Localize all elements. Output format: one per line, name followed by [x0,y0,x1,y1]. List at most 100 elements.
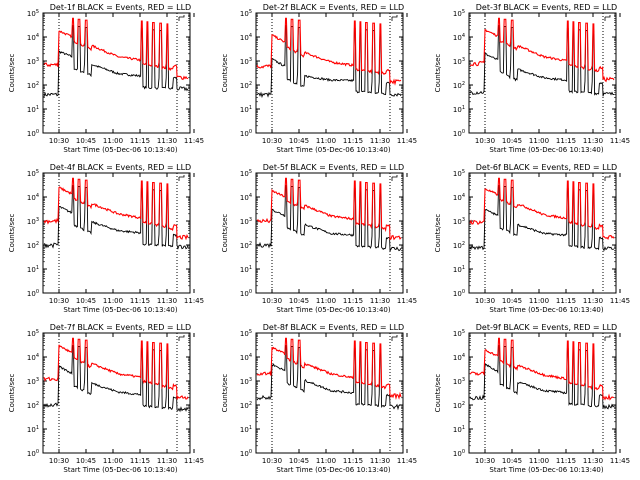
x-tick-label: 10:30 [262,297,282,305]
end-bracket [604,175,611,181]
y-tick-label: 104 [27,193,39,202]
panel-title: Det-9f BLACK = Events, RED = LLD [476,323,617,332]
x-tick-label: 11:15 [343,457,363,465]
y-tick-label: 102 [240,81,252,90]
panel-title: Det-7f BLACK = Events, RED = LLD [50,323,191,332]
series-lld-line [43,177,189,241]
y-tick-label: 103 [27,217,39,226]
series-events-line [256,345,402,411]
x-tick-label: 11:45 [184,457,204,465]
y-tick-label: 104 [240,353,252,362]
y-tick-label: 104 [240,33,252,42]
x-tick-label: 11:00 [103,297,123,305]
y-tick-label: 104 [240,193,252,202]
x-tick-label: 10:30 [475,457,495,465]
series-events-line [469,25,614,97]
x-tick-label: 11:15 [556,297,576,305]
y-axis-label: Counts/sec [221,374,229,413]
y-tick-label: 103 [240,377,252,386]
x-tick-label: 10:45 [76,457,96,465]
y-tick-label: 101 [27,265,39,274]
y-tick-label: 100 [27,449,39,458]
x-tick-label: 10:30 [262,457,282,465]
end-bracket [178,175,185,181]
y-tick-label: 104 [27,353,39,362]
x-axis-label: Start Time (05-Dec-06 10:13:40) [276,466,390,474]
x-tick-label: 10:30 [475,137,495,145]
x-tick-label: 10:45 [502,137,522,145]
x-tick-label: 10:45 [289,457,309,465]
x-tick-label: 11:30 [370,137,390,145]
x-tick-label: 11:45 [610,297,630,305]
y-tick-label: 105 [27,329,39,338]
plot-frame [468,172,617,294]
y-tick-label: 102 [27,241,39,250]
y-tick-label: 105 [453,169,465,178]
end-bracket [178,335,185,341]
x-tick-label: 11:15 [556,457,576,465]
x-tick-label: 11:45 [610,457,630,465]
x-tick-label: 10:30 [49,457,69,465]
x-tick-label: 10:45 [76,297,96,305]
x-tick-label: 11:15 [130,457,150,465]
y-axis-label: Counts/sec [434,214,442,253]
x-tick-label: 11:00 [529,457,549,465]
panel-2: Det-2f BLACK = Events, RED = LLD 100 101 10… [221,3,417,154]
panel-title: Det-2f BLACK = Events, RED = LLD [263,3,404,12]
y-tick-label: 103 [240,57,252,66]
y-tick-label: 105 [453,9,465,18]
x-tick-label: 11:15 [343,137,363,145]
y-tick-label: 103 [27,377,39,386]
series-lld-line [43,337,189,400]
x-axis-label: Start Time (05-Dec-06 10:13:40) [63,466,177,474]
x-tick-label: 11:00 [103,137,123,145]
panel-title: Det-5f BLACK = Events, RED = LLD [263,163,404,172]
x-tick-label: 11:00 [103,457,123,465]
series-events-line [256,25,402,99]
y-tick-label: 104 [453,193,465,202]
x-axis-label: Start Time (05-Dec-06 10:13:40) [276,306,390,314]
panel-5: Det-5f BLACK = Events, RED = LLD 100 101 10… [221,163,417,314]
x-tick-label: 10:45 [289,297,309,305]
x-axis-label: Start Time (05-Dec-06 10:13:40) [489,306,603,314]
x-tick-label: 11:00 [529,137,549,145]
x-tick-label: 11:15 [556,137,576,145]
y-axis-label: Counts/sec [221,214,229,253]
y-tick-label: 101 [27,105,39,114]
x-tick-label: 11:45 [397,297,417,305]
y-tick-label: 101 [240,265,252,274]
x-tick-label: 10:45 [289,137,309,145]
y-axis-label: Counts/sec [8,54,16,93]
x-tick-label: 10:45 [502,457,522,465]
y-tick-label: 105 [27,9,39,18]
series-lld-line [469,337,615,401]
end-bracket [391,335,398,341]
panel-4: Det-4f BLACK = Events, RED = LLD 100 101 10… [8,163,204,314]
x-axis-label: Start Time (05-Dec-06 10:13:40) [63,146,177,154]
panel-3: Det-3f BLACK = Events, RED = LLD 100 101 10… [434,3,630,154]
y-tick-label: 104 [453,33,465,42]
panel-title: Det-6f BLACK = Events, RED = LLD [476,163,617,172]
x-tick-label: 11:30 [157,457,177,465]
series-lld-line [256,17,402,86]
y-axis-label: Counts/sec [434,374,442,413]
x-tick-label: 10:30 [49,297,69,305]
x-axis-label: Start Time (05-Dec-06 10:13:40) [63,306,177,314]
x-tick-label: 11:30 [370,457,390,465]
series-lld-line [43,17,189,81]
y-tick-label: 101 [453,105,465,114]
y-tick-label: 105 [453,329,465,338]
series-events-line [43,345,189,413]
y-tick-label: 102 [27,81,39,90]
end-bracket [391,175,398,181]
y-tick-label: 103 [453,377,465,386]
x-tick-label: 11:30 [370,297,390,305]
plot-frame [468,332,617,454]
x-tick-label: 10:45 [76,137,96,145]
x-tick-label: 11:45 [184,297,204,305]
y-tick-label: 103 [27,57,39,66]
y-tick-label: 100 [27,129,39,138]
x-tick-label: 10:30 [262,137,282,145]
x-tick-label: 11:00 [316,457,336,465]
plot-frame [42,12,191,134]
